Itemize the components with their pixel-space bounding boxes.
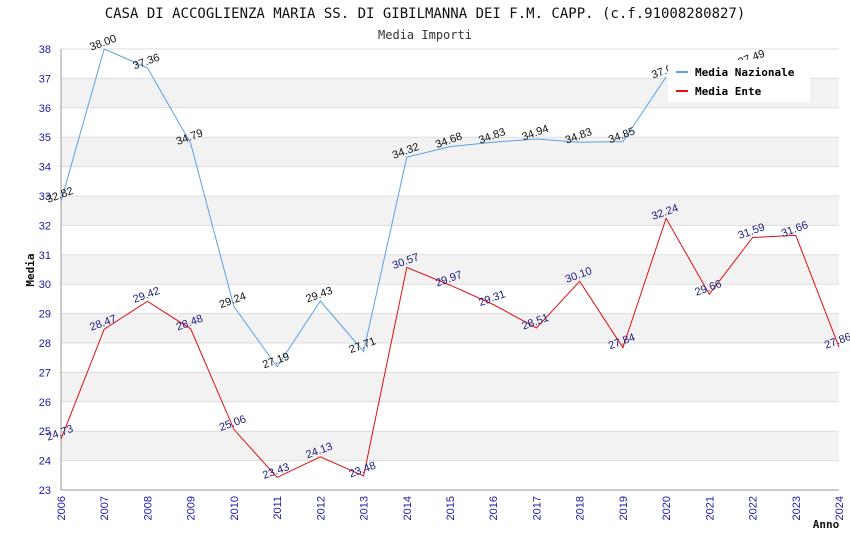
y-tick-label: 30 xyxy=(39,279,51,291)
grid-bands xyxy=(60,48,839,491)
grid-band xyxy=(61,284,839,314)
y-tick-label: 24 xyxy=(39,456,51,468)
x-tick-label: 2020 xyxy=(661,496,673,520)
y-tick-label: 37 xyxy=(39,73,51,85)
y-tick-label: 25 xyxy=(39,426,51,438)
y-tick-label: 27 xyxy=(39,367,51,379)
x-tick-label: 2006 xyxy=(56,496,68,520)
grid-band xyxy=(61,401,839,432)
grid-band xyxy=(61,431,839,461)
x-tick-label: 2007 xyxy=(99,496,111,520)
y-tick-label: 33 xyxy=(39,191,51,203)
x-tick-label: 2023 xyxy=(791,496,803,520)
y-tick-label: 35 xyxy=(39,132,51,144)
y-tick-label: 38 xyxy=(39,44,51,56)
x-axis-label: Anno xyxy=(813,518,840,531)
y-tick-label: 29 xyxy=(39,309,51,321)
y-axis: 23 24 25 26 27 28 29 30 31 32 33 34 35 36 37 38 xyxy=(39,44,51,497)
x-tick-label: 2015 xyxy=(445,496,457,520)
x-tick-label: 2012 xyxy=(315,496,327,520)
x-tick-label: 2024 xyxy=(834,496,846,520)
grid-band xyxy=(61,137,839,167)
x-tick-label: 2021 xyxy=(704,496,716,520)
x-tick-label: 2014 xyxy=(402,496,414,520)
x-tick-label: 2013 xyxy=(359,496,371,520)
y-tick-label: 34 xyxy=(39,162,51,174)
x-axis: 2006 2007 2008 2009 2010 2011 2012 2013 2014 2015… xyxy=(56,496,846,520)
grid-band xyxy=(61,254,839,285)
grid-band xyxy=(61,107,839,138)
x-tick-label: 2016 xyxy=(488,496,500,520)
legend-entry: Media Ente xyxy=(695,85,762,98)
legend: Media Nazionale Media Ente xyxy=(668,60,810,102)
chart-title: CASA DI ACCOGLIENZA MARIA SS. DI GIBILMA… xyxy=(105,6,746,22)
grid-band xyxy=(61,372,839,402)
chart-subtitle: Media Importi xyxy=(378,28,472,42)
y-tick-label: 32 xyxy=(39,220,51,232)
grid-band xyxy=(61,225,839,255)
legend-box xyxy=(668,60,810,102)
legend-entry: Media Nazionale xyxy=(695,66,795,79)
y-tick-label: 23 xyxy=(39,485,51,497)
x-tick-label: 2017 xyxy=(531,496,543,520)
grid-band xyxy=(61,196,839,226)
grid-band xyxy=(61,460,839,490)
y-axis-label: Media xyxy=(24,253,37,286)
series-lines xyxy=(60,49,840,479)
x-tick-label: 2018 xyxy=(575,496,587,520)
x-tick-label: 2019 xyxy=(618,496,630,520)
x-tick-label: 2008 xyxy=(142,496,154,520)
y-tick-label: 28 xyxy=(39,338,51,350)
x-tick-label: 2010 xyxy=(229,496,241,520)
x-tick-label: 2022 xyxy=(748,496,760,520)
grid-band xyxy=(61,343,839,373)
grid-band xyxy=(61,166,839,196)
y-tick-label: 31 xyxy=(39,250,51,262)
x-tick-label: 2009 xyxy=(186,496,198,520)
x-tick-label: 2011 xyxy=(272,496,284,520)
series-line-media-ente xyxy=(60,217,840,479)
y-tick-label: 36 xyxy=(39,103,51,115)
y-tick-label: 26 xyxy=(39,397,51,409)
